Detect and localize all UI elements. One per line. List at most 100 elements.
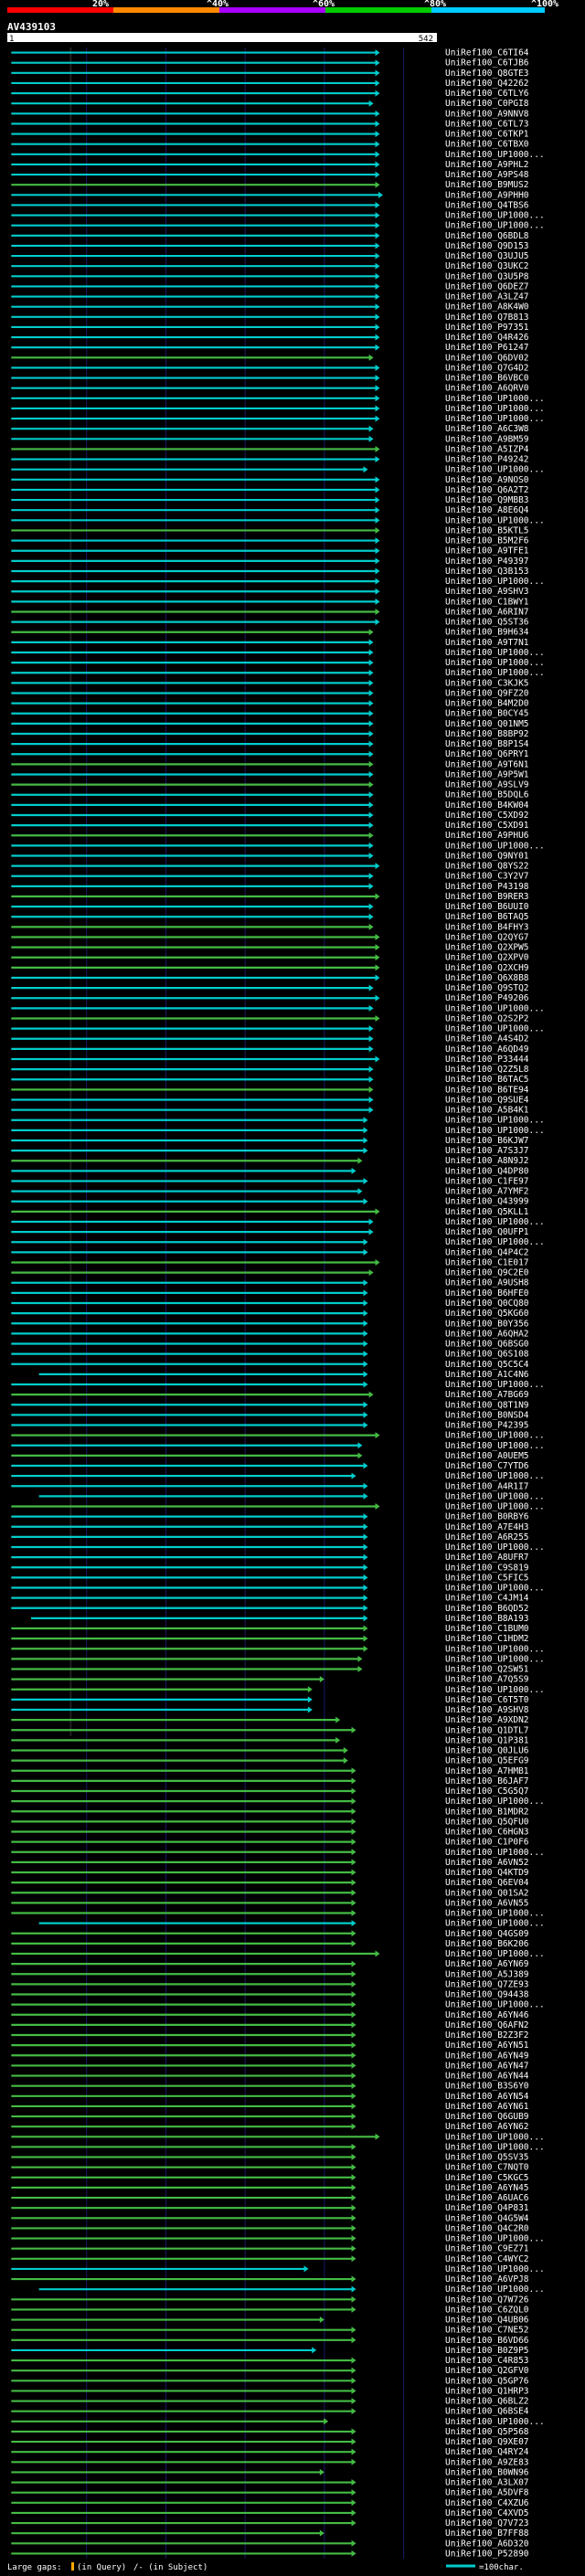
hit-row[interactable]: UniRef100_A9T7N1 (11, 638, 529, 648)
hit-row[interactable]: UniRef100_Q4UB06 (11, 2316, 529, 2326)
hit-label[interactable]: UniRef100_C0PGI8 (445, 99, 529, 109)
hit-row[interactable]: UniRef100_A0UEM5 (11, 1451, 529, 1461)
hit-label[interactable]: UniRef100_C7NQT0 (445, 2163, 529, 2173)
hit-label[interactable]: UniRef100_A5J389 (445, 1969, 529, 1979)
hit-row[interactable]: UniRef100_B0NSD4 (11, 1410, 529, 1420)
hit-row[interactable]: UniRef100_A7Q5S9 (11, 1675, 529, 1685)
hit-label[interactable]: UniRef100_A6QRV0 (445, 384, 529, 394)
hit-label[interactable]: UniRef100_A6YN54 (445, 2092, 529, 2102)
hit-row[interactable]: UniRef100_C3Y2V7 (11, 872, 529, 882)
hit-label[interactable]: UniRef100_B6TAQ5 (445, 912, 529, 922)
hit-row[interactable]: UniRef100_B0CY45 (11, 709, 529, 719)
hit-label[interactable]: UniRef100_A6C3W8 (445, 424, 529, 434)
hit-row[interactable]: UniRef100_A3LX07 (11, 2478, 529, 2488)
hit-label[interactable]: UniRef100_UP1000... (445, 2142, 545, 2152)
hit-row[interactable]: UniRef100_B6QD52 (11, 1604, 529, 1614)
hit-row[interactable]: UniRef100_P43198 (11, 882, 529, 892)
hit-row[interactable]: UniRef100_UP1000... (38, 1491, 545, 1501)
hit-label[interactable]: UniRef100_UP1000... (445, 1441, 545, 1451)
hit-row[interactable]: UniRef100_A9NOS0 (11, 475, 529, 485)
hit-row[interactable]: UniRef100_Q9NY01 (11, 851, 529, 861)
hit-row[interactable]: UniRef100_Q7G4D2 (11, 363, 529, 373)
hit-label[interactable]: UniRef100_Q4P4C2 (445, 1247, 529, 1257)
hit-label[interactable]: UniRef100_UP1000... (445, 648, 545, 658)
hit-row[interactable]: UniRef100_B5DQL6 (11, 790, 529, 800)
hit-label[interactable]: UniRef100_C6TI64 (445, 48, 529, 58)
hit-label[interactable]: UniRef100_B6TAC5 (445, 1075, 529, 1085)
hit-row[interactable]: UniRef100_B7FF88 (11, 2528, 529, 2539)
hit-row[interactable]: UniRef100_C6ZQL0 (11, 2305, 529, 2315)
hit-row[interactable]: UniRef100_Q1HRP3 (11, 2386, 529, 2396)
hit-row[interactable]: UniRef100_Q9STQ2 (11, 983, 529, 993)
hit-row[interactable]: UniRef100_B6JAF7 (11, 1776, 529, 1786)
hit-label[interactable]: UniRef100_Q6EV04 (445, 1878, 529, 1888)
hit-label[interactable]: UniRef100_A6YN47 (445, 2061, 529, 2071)
hit-label[interactable]: UniRef100_B6HFE0 (445, 1288, 529, 1299)
hit-row[interactable]: UniRef100_Q1P381 (11, 1735, 529, 1745)
hit-row[interactable]: UniRef100_C6TLY6 (11, 89, 529, 99)
hit-row[interactable]: UniRef100_UP1000... (11, 211, 545, 221)
hit-row[interactable]: UniRef100_UP1000... (11, 515, 545, 525)
hit-label[interactable]: UniRef100_Q5P568 (445, 2427, 529, 2437)
hit-row[interactable]: UniRef100_C9S819 (11, 1563, 529, 1573)
hit-label[interactable]: UniRef100_B0CY45 (445, 709, 529, 719)
hit-label[interactable]: UniRef100_UP1000... (445, 1654, 545, 1664)
hit-row[interactable]: UniRef100_UP1000... (11, 1584, 545, 1594)
hit-label[interactable]: UniRef100_Q6S108 (445, 1350, 529, 1360)
hit-label[interactable]: UniRef100_C5KGC5 (445, 2173, 529, 2183)
hit-label[interactable]: UniRef100_B6VD66 (445, 2336, 529, 2346)
hit-row[interactable]: UniRef100_A7S3J7 (11, 1146, 529, 1156)
hit-label[interactable]: UniRef100_Q4UB06 (445, 2316, 529, 2326)
hit-label[interactable]: UniRef100_P97351 (445, 323, 529, 333)
hit-row[interactable]: UniRef100_Q2XPW5 (11, 943, 529, 953)
hit-row[interactable]: UniRef100_A9PS48 (11, 170, 529, 180)
hit-row[interactable]: UniRef100_B8P1S4 (11, 739, 529, 749)
hit-label[interactable]: UniRef100_B1MDR2 (445, 1807, 529, 1817)
hit-label[interactable]: UniRef100_A6QHA2 (445, 1329, 529, 1339)
hit-row[interactable]: UniRef100_Q3U5P8 (11, 271, 529, 281)
hit-label[interactable]: UniRef100_A7BG69 (445, 1390, 529, 1400)
hit-label[interactable]: UniRef100_UP1000... (445, 515, 545, 525)
hit-row[interactable]: UniRef100_B4M2D0 (11, 699, 529, 709)
hit-row[interactable]: UniRef100_C5KGC5 (11, 2173, 529, 2183)
hit-row[interactable]: UniRef100_B5M2F6 (11, 536, 529, 546)
hit-row[interactable]: UniRef100_UP1000... (11, 414, 545, 424)
hit-label[interactable]: UniRef100_Q2SW51 (445, 1665, 529, 1675)
hit-label[interactable]: UniRef100_Q5C5C4 (445, 1360, 529, 1370)
hit-label[interactable]: UniRef100_A7S3J7 (445, 1146, 529, 1156)
hit-row[interactable]: UniRef100_Q7W726 (11, 2295, 529, 2305)
hit-label[interactable]: UniRef100_C5XD91 (445, 821, 529, 831)
hit-row[interactable]: UniRef100_B6K206 (11, 1939, 529, 1949)
hit-label[interactable]: UniRef100_C4XVD5 (445, 2508, 529, 2518)
hit-label[interactable]: UniRef100_B6VBC0 (445, 374, 529, 384)
hit-label[interactable]: UniRef100_Q2XPV0 (445, 953, 529, 963)
hit-row[interactable]: UniRef100_A6QHA2 (11, 1329, 529, 1339)
hit-label[interactable]: UniRef100_B9MUS2 (445, 180, 529, 190)
hit-row[interactable]: UniRef100_A9PHH0 (11, 190, 529, 200)
hit-row[interactable]: UniRef100_UP1000... (11, 2417, 545, 2427)
hit-row[interactable]: UniRef100_Q9D153 (11, 241, 529, 251)
hit-row[interactable]: UniRef100_Q5KG60 (11, 1309, 529, 1319)
hit-row[interactable]: UniRef100_A6YN62 (11, 2122, 529, 2132)
hit-row[interactable]: UniRef100_Q6BDL8 (11, 231, 529, 241)
hit-row[interactable]: UniRef100_A7E4H3 (11, 1522, 529, 1532)
hit-label[interactable]: UniRef100_A9SHV3 (445, 587, 529, 597)
hit-row[interactable]: UniRef100_A6YN49 (11, 2051, 529, 2061)
hit-row[interactable]: UniRef100_P49242 (11, 455, 529, 465)
hit-label[interactable]: UniRef100_UP1000... (445, 668, 545, 678)
hit-row[interactable]: UniRef100_Q1DTL7 (11, 1725, 529, 1735)
hit-row[interactable]: UniRef100_UP1000... (11, 150, 545, 160)
hit-label[interactable]: UniRef100_A6YN61 (445, 2102, 529, 2112)
hit-label[interactable]: UniRef100_Q3UJU5 (445, 251, 529, 261)
hit-row[interactable]: UniRef100_B4KW04 (11, 800, 529, 811)
hit-label[interactable]: UniRef100_Q5KG60 (445, 1309, 529, 1319)
hit-row[interactable]: UniRef100_Q01SA2 (11, 1888, 529, 1898)
hit-row[interactable]: UniRef100_Q6DEZ7 (11, 281, 529, 292)
hit-row[interactable]: UniRef100_Q5C5C4 (11, 1360, 529, 1370)
hit-row[interactable]: UniRef100_Q6S108 (11, 1350, 529, 1360)
hit-row[interactable]: UniRef100_UP1000... (11, 404, 545, 414)
hit-label[interactable]: UniRef100_A1C4N6 (445, 1370, 529, 1380)
hit-row[interactable]: UniRef100_A9USH8 (11, 1278, 529, 1288)
hit-label[interactable]: UniRef100_Q2XPW5 (445, 943, 529, 953)
hit-row[interactable]: UniRef100_A6YN51 (11, 2041, 529, 2051)
